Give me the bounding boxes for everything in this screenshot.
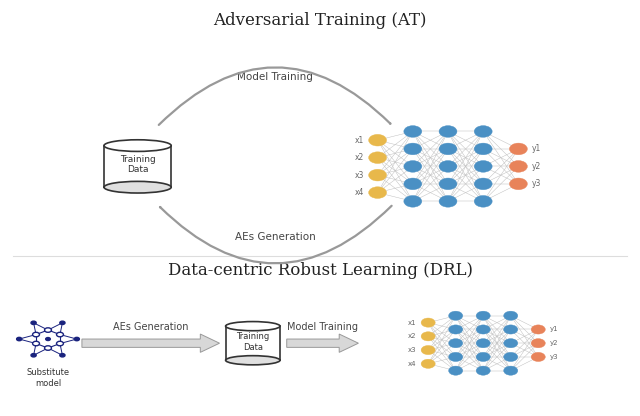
FancyArrowPatch shape [160, 206, 392, 263]
Circle shape [476, 311, 490, 320]
Circle shape [449, 352, 463, 362]
Circle shape [369, 152, 387, 163]
Circle shape [509, 178, 527, 190]
Circle shape [504, 352, 518, 362]
Text: Adversarial Training (AT): Adversarial Training (AT) [213, 12, 427, 30]
Circle shape [474, 196, 492, 207]
Text: AEs Generation: AEs Generation [113, 322, 188, 332]
Circle shape [449, 311, 463, 320]
Circle shape [31, 321, 36, 324]
Circle shape [60, 354, 65, 357]
Circle shape [439, 126, 457, 137]
Circle shape [509, 143, 527, 155]
Circle shape [404, 161, 422, 172]
Circle shape [439, 178, 457, 190]
Circle shape [474, 143, 492, 155]
Circle shape [17, 337, 22, 341]
Circle shape [369, 134, 387, 146]
Text: Model Training: Model Training [287, 322, 358, 332]
Circle shape [421, 318, 435, 327]
Text: y3: y3 [550, 354, 558, 360]
Circle shape [439, 143, 457, 155]
FancyArrowPatch shape [159, 67, 390, 125]
Circle shape [45, 337, 51, 341]
Circle shape [56, 332, 63, 337]
Circle shape [60, 321, 65, 324]
Circle shape [404, 126, 422, 137]
Text: y2: y2 [550, 340, 558, 346]
Circle shape [449, 325, 463, 334]
Text: Data-centric Robust Learning (DRL): Data-centric Robust Learning (DRL) [168, 262, 472, 279]
Circle shape [439, 161, 457, 172]
Circle shape [531, 339, 545, 348]
Text: Substitute
model: Substitute model [26, 368, 70, 388]
Text: x2: x2 [408, 333, 417, 339]
Bar [104, 146, 172, 187]
Circle shape [449, 366, 463, 375]
Circle shape [449, 339, 463, 348]
Circle shape [476, 325, 490, 334]
Circle shape [45, 346, 51, 350]
Circle shape [33, 332, 40, 337]
Ellipse shape [226, 322, 280, 331]
Text: x4: x4 [355, 188, 364, 197]
Circle shape [504, 325, 518, 334]
Circle shape [74, 337, 79, 341]
Text: y1: y1 [532, 144, 541, 154]
Polygon shape [287, 334, 358, 352]
Text: x3: x3 [408, 347, 417, 353]
Circle shape [474, 161, 492, 172]
Ellipse shape [104, 140, 172, 151]
Circle shape [504, 339, 518, 348]
Circle shape [404, 196, 422, 207]
Circle shape [369, 187, 387, 198]
Circle shape [421, 359, 435, 369]
Text: Model Training: Model Training [237, 72, 313, 82]
Circle shape [56, 341, 63, 346]
Circle shape [531, 352, 545, 362]
Text: x3: x3 [355, 171, 364, 180]
Circle shape [474, 178, 492, 190]
Circle shape [369, 169, 387, 181]
Circle shape [476, 366, 490, 375]
Circle shape [45, 328, 51, 332]
Circle shape [474, 126, 492, 137]
Text: x1: x1 [408, 319, 417, 326]
Text: Training
Data: Training Data [236, 332, 269, 352]
Circle shape [504, 366, 518, 375]
Text: AEs Generation: AEs Generation [235, 232, 316, 242]
Text: x1: x1 [355, 136, 364, 145]
Circle shape [476, 352, 490, 362]
Text: x4: x4 [408, 361, 417, 367]
Ellipse shape [104, 181, 172, 193]
Bar [226, 326, 280, 360]
Circle shape [33, 341, 40, 346]
Circle shape [439, 196, 457, 207]
Circle shape [421, 345, 435, 354]
Polygon shape [82, 334, 220, 352]
Circle shape [421, 332, 435, 341]
Ellipse shape [226, 356, 280, 365]
Text: y1: y1 [550, 327, 558, 332]
Text: Training
Data: Training Data [120, 155, 156, 174]
Text: y2: y2 [532, 162, 541, 171]
Text: x2: x2 [355, 153, 364, 162]
Circle shape [476, 339, 490, 348]
Circle shape [504, 311, 518, 320]
Circle shape [531, 325, 545, 334]
Circle shape [31, 354, 36, 357]
Text: y3: y3 [532, 179, 541, 188]
Circle shape [404, 143, 422, 155]
Circle shape [509, 161, 527, 172]
Circle shape [404, 178, 422, 190]
